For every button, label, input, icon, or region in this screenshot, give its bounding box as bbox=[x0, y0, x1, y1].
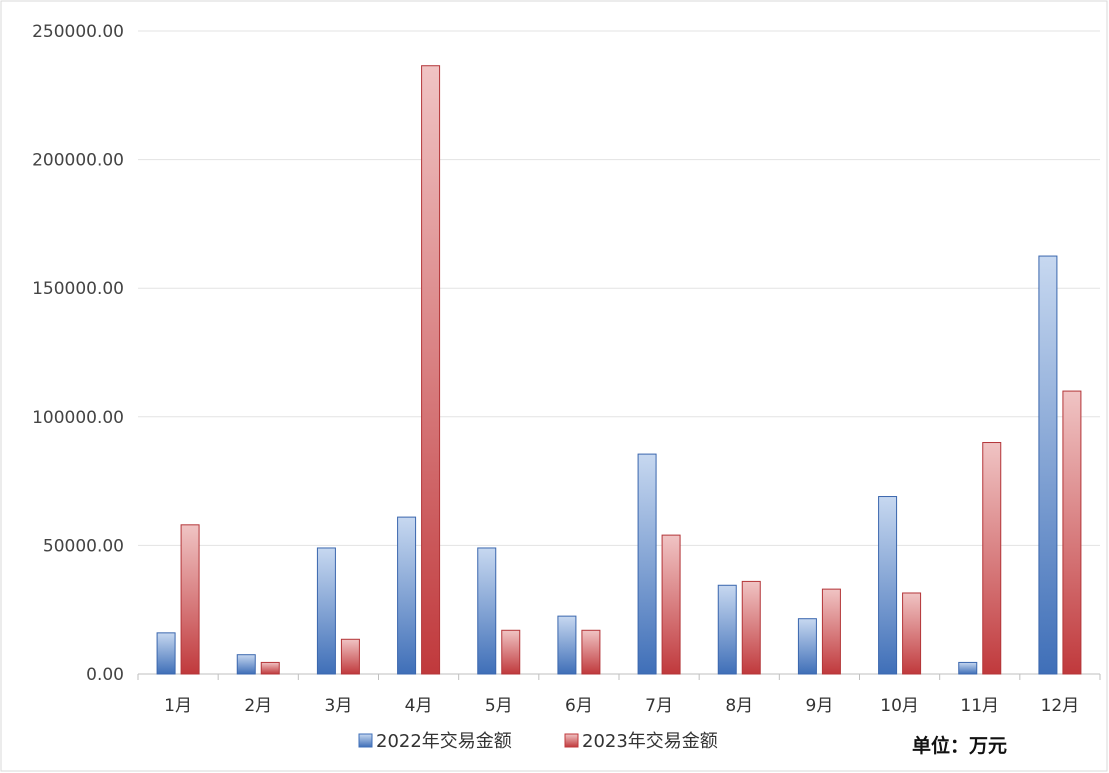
y-tick-label: 50000.00 bbox=[43, 536, 124, 556]
bars bbox=[156, 65, 1082, 675]
bar-2023-12 bbox=[1062, 390, 1082, 675]
x-axis: 1月 2月 3月 4月 5月 6月 7月 8月 9月 10月 11月 12月 bbox=[137, 674, 1101, 716]
gridlines bbox=[138, 30, 1100, 675]
bar-2022-5 bbox=[477, 547, 497, 675]
x-tick-label: 11月 bbox=[960, 696, 999, 716]
bar-2023-6 bbox=[581, 629, 601, 675]
bar-2022-9 bbox=[797, 618, 817, 675]
bar-2022-6 bbox=[557, 615, 577, 675]
bar-2023-5 bbox=[501, 629, 521, 675]
bar-2023-2 bbox=[260, 661, 280, 675]
bar-2023-8 bbox=[741, 580, 761, 675]
legend-swatch-2023 bbox=[564, 733, 579, 748]
y-tick-label: 100000.00 bbox=[32, 408, 124, 428]
y-tick-label: 150000.00 bbox=[32, 279, 124, 299]
y-tick-label: 250000.00 bbox=[32, 22, 124, 42]
y-axis: 0.00 50000.00 100000.00 150000.00 200000.00 2… bbox=[32, 22, 124, 685]
x-tick-label: 8月 bbox=[725, 696, 753, 716]
legend-label-2022: 2022年交易金额 bbox=[376, 731, 512, 752]
bar-2023-7 bbox=[661, 534, 681, 675]
y-tick-label: 200000.00 bbox=[32, 151, 124, 171]
bar-2022-1 bbox=[156, 632, 176, 675]
bar-2023-3 bbox=[340, 638, 360, 675]
x-tick-label: 9月 bbox=[806, 696, 834, 716]
x-tick-label: 2月 bbox=[244, 696, 272, 716]
x-tick-label: 5月 bbox=[485, 696, 513, 716]
x-tick-label: 3月 bbox=[325, 696, 353, 716]
y-tick-label: 0.00 bbox=[86, 665, 124, 685]
x-tick-label: 6月 bbox=[565, 696, 593, 716]
bar-2022-11 bbox=[958, 661, 978, 675]
bar-2023-10 bbox=[902, 592, 922, 675]
legend: 2022年交易金额 2023年交易金额 bbox=[358, 731, 718, 752]
bar-2023-9 bbox=[821, 588, 841, 675]
bar-2022-3 bbox=[316, 547, 336, 675]
bar-2022-12 bbox=[1038, 255, 1058, 675]
bar-2022-8 bbox=[717, 584, 737, 675]
x-tick-label: 4月 bbox=[405, 696, 433, 716]
x-tick-label: 7月 bbox=[645, 696, 673, 716]
x-tick-label: 10月 bbox=[880, 696, 919, 716]
x-tick-label: 12月 bbox=[1041, 696, 1080, 716]
bar-2022-2 bbox=[236, 654, 256, 675]
bar-2022-10 bbox=[878, 496, 898, 675]
legend-swatch-2022 bbox=[358, 733, 373, 748]
unit-label: 单位：万元 bbox=[912, 734, 1007, 757]
bar-2023-1 bbox=[180, 524, 200, 675]
bar-2022-7 bbox=[637, 453, 657, 675]
x-tick-label: 1月 bbox=[164, 696, 192, 716]
bar-2022-4 bbox=[397, 516, 417, 675]
bar-2023-11 bbox=[982, 442, 1002, 675]
bar-2023-4 bbox=[421, 65, 441, 675]
legend-label-2023: 2023年交易金额 bbox=[582, 731, 718, 752]
